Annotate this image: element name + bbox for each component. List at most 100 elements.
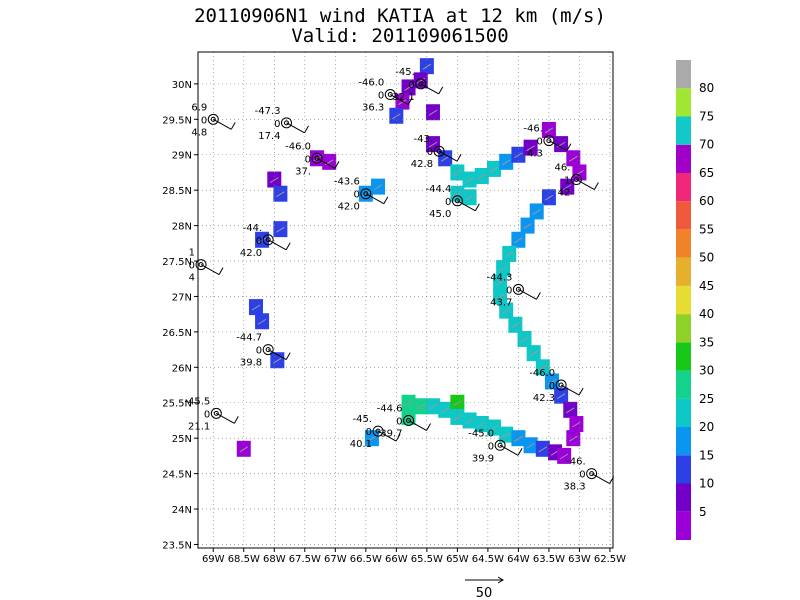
y-tick-label: 29.5N [162,115,192,126]
colorbar-swatch [676,60,691,89]
colorbar-swatch [676,455,691,484]
colorbar-tick-label: 20 [699,420,714,434]
wind-barb [267,349,287,361]
wind-vector [498,265,508,272]
colorbar-swatch [676,229,691,258]
station-dot [387,92,393,98]
wind-barb-flag [218,267,224,275]
wind-vector [495,294,505,300]
wind-barb [267,239,287,251]
y-tick-label: 29N [172,151,192,162]
station-circle [451,195,463,207]
x-tick-label: 67W [324,554,347,565]
wind-vector [422,63,432,70]
wind-vector [566,407,575,414]
wind-barb [560,384,580,396]
wind-vector [257,237,267,244]
colorbar-tick-label: 30 [699,364,714,378]
colorbar-swatch [676,342,691,371]
wind-vector [547,379,557,385]
station-height: 36.3 [362,103,384,114]
wind-vector [398,99,407,106]
colorbar-swatch [676,370,691,399]
station-height: 21.1 [188,421,210,432]
station-height: 42.3 [533,393,555,404]
station-temp: 46. [554,163,570,174]
station-dot [210,116,216,122]
wind-vector [273,357,282,364]
station-value: 0 [274,119,280,130]
x-axis: 69W 68.5W 68W 67.5W 67W 66.5W 66W 65.5W 65W 64.5W… [202,548,626,565]
wind-barb [408,420,427,431]
y-tick-label: 26N [172,363,192,374]
wind-barb [377,430,397,442]
station-value: 0 [408,80,414,91]
station-height: 42.0 [338,202,360,213]
colorbar-swatch [676,116,691,145]
wind-barb-flag [233,416,239,424]
colorbar-swatch [676,88,691,117]
station-marker: -44.6 039.7 [377,403,431,439]
wind-barb-flag [407,97,413,105]
colorbar-tick-label: 70 [699,138,714,152]
station-circle [262,344,274,356]
station-height: 42 [558,188,571,199]
station-circle [555,379,567,391]
wind-vector [465,194,474,201]
colorbar-swatch [676,511,691,540]
station-marker: -44.3 043.7 [487,272,541,308]
colorbar-swatch [676,427,691,456]
station-marker: -46. 04.3 [523,124,572,160]
plot-frame [197,51,614,549]
wind-barb-flag [456,153,462,162]
station-circle [543,135,555,147]
chart-subtitle: Valid: 201109061500 [291,25,509,47]
y-tick-label: 28N [172,222,192,233]
wind-barb-flag [535,292,541,300]
wind-vector [489,166,499,173]
station-value: 0 [256,346,262,357]
station-height: 17.4 [258,131,280,142]
colorbar-swatch [676,144,691,173]
colorbar-tick-label: 55 [699,222,714,236]
station-temp: -43.6 [334,177,360,188]
station-circle [311,152,323,164]
station-height: 4 [189,273,195,284]
wind-vector [495,279,505,286]
y-tick-label: 25.5N [162,399,192,410]
station-temp: -44.4 [426,184,452,195]
wind-vector [477,421,487,428]
wind-vector [572,421,581,428]
station-circle [207,113,219,125]
station-dot [375,428,381,434]
wind-barb [576,179,595,190]
station-dot [363,191,369,197]
station-value: 0 [366,427,372,438]
station-marker: -45.040.1 [350,414,401,450]
station-marker: -44.7 039.8 [236,333,291,369]
station-temp: -46. [566,457,586,468]
colorbar-tick-label: 35 [699,335,714,349]
wind-barb-flag [578,387,584,396]
wind-vector [529,350,538,357]
station-dot [314,155,320,161]
wind-vector [489,425,499,431]
wind-barb [316,157,336,169]
station-temp: -46.0 [529,368,555,379]
wind-barb [420,83,440,95]
y-tick-label: 24N [172,505,192,516]
wind-barb-flag [304,125,309,134]
station-marker: -46.0 037. [285,141,340,177]
station-value: 0 [189,261,195,272]
station-temp: 1 [189,248,195,259]
colorbar-tick-label: 5 [699,505,707,519]
station-value: 0 [256,236,262,247]
station-circle [195,259,207,271]
wind-vector [544,194,554,201]
wind-vector [501,432,511,439]
wind-barb [365,193,385,205]
colorbar-tick-label: 80 [699,81,714,95]
station-circle [280,117,292,129]
y-tick-label: 28.5N [162,186,192,197]
